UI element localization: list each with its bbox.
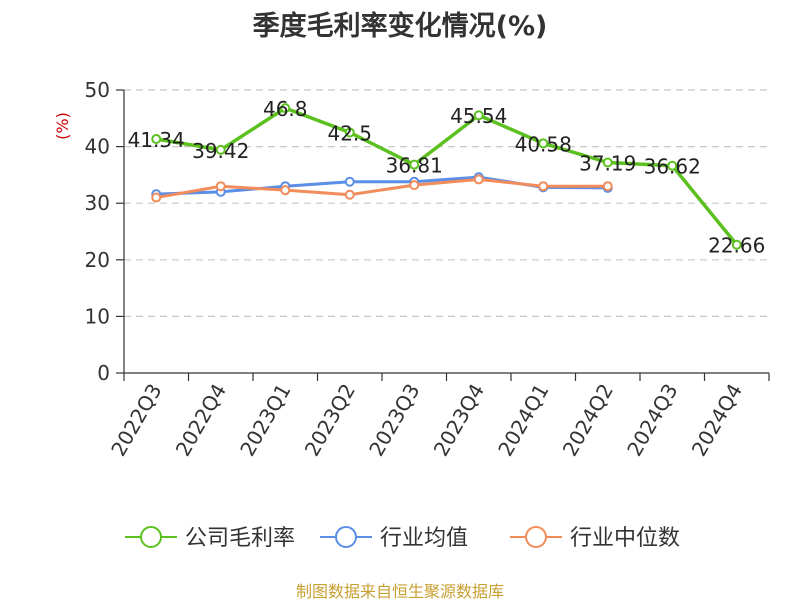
- series-line: [155, 106, 739, 246]
- data-point: [538, 138, 549, 149]
- data-label: 37.19: [579, 152, 636, 176]
- y-tick-label: 40: [85, 135, 110, 159]
- x-tick-label: 2023Q3: [364, 380, 424, 461]
- data-point: [151, 192, 162, 203]
- y-tick-label: 20: [85, 248, 110, 272]
- x-tick-label: 2024Q2: [558, 380, 618, 461]
- data-point: [538, 181, 549, 192]
- data-point: [280, 185, 291, 196]
- legend-marker: [525, 526, 547, 548]
- legend-marker: [335, 526, 357, 548]
- grid-lines: [124, 89, 769, 317]
- x-tick-label: 2023Q4: [429, 380, 489, 461]
- series-line: [155, 177, 608, 200]
- data-point: [344, 127, 355, 138]
- data-point: [344, 189, 355, 200]
- x-tick-label: 2022Q4: [171, 380, 231, 461]
- x-tick-label: 2024Q1: [493, 380, 553, 461]
- data-label: 42.5: [327, 121, 372, 145]
- data-point: [473, 174, 484, 185]
- data-point: [344, 176, 355, 187]
- x-tick-label: 2024Q3: [622, 380, 682, 461]
- legend-label: 公司毛利率: [185, 526, 295, 551]
- x-tick-label: 2024Q4: [687, 380, 747, 461]
- x-tick-label: 2023Q2: [300, 380, 360, 461]
- data-point: [215, 181, 226, 192]
- legend-label: 行业均值: [380, 526, 468, 551]
- data-point: [473, 110, 484, 121]
- data-label: 22.66: [708, 234, 765, 258]
- data-label: 46.8: [263, 97, 308, 121]
- legend-marker: [140, 526, 162, 548]
- data-point: [409, 180, 420, 191]
- data-point: [602, 181, 613, 192]
- data-label: 36.62: [644, 155, 701, 179]
- y-tick-label: 0: [97, 361, 110, 385]
- legend: 公司毛利率 行业均值 行业中位数: [125, 526, 680, 551]
- y-tick-label: 10: [85, 304, 110, 328]
- data-point: [409, 159, 420, 170]
- data-label: 41.34: [128, 128, 185, 152]
- data-labels: 41.34 39.42 46.8 42.5 36.81 45.54 40.58 37.19 36…: [128, 97, 766, 258]
- data-label: 40.58: [515, 132, 572, 156]
- x-tick-label: 2022Q3: [106, 380, 166, 461]
- data-point: [280, 103, 291, 114]
- data-point: [151, 134, 162, 145]
- y-tick-label: 50: [85, 78, 110, 102]
- y-axis-unit: (%): [53, 112, 72, 140]
- series-lines: [151, 103, 742, 250]
- data-label: 45.54: [450, 104, 507, 128]
- y-tick-label: 30: [85, 191, 110, 215]
- chart-title: 季度毛利率变化情况(%): [252, 11, 548, 42]
- data-label: 36.81: [386, 154, 443, 178]
- data-point: [667, 160, 678, 171]
- data-point: [602, 157, 613, 168]
- legend-label: 行业中位数: [570, 526, 680, 551]
- source-note: 制图数据来自恒生聚源数据库: [295, 582, 504, 601]
- data-point: [731, 239, 742, 250]
- x-tick-label: 2023Q1: [235, 380, 295, 461]
- data-label: 39.42: [192, 139, 249, 163]
- data-point: [215, 144, 226, 155]
